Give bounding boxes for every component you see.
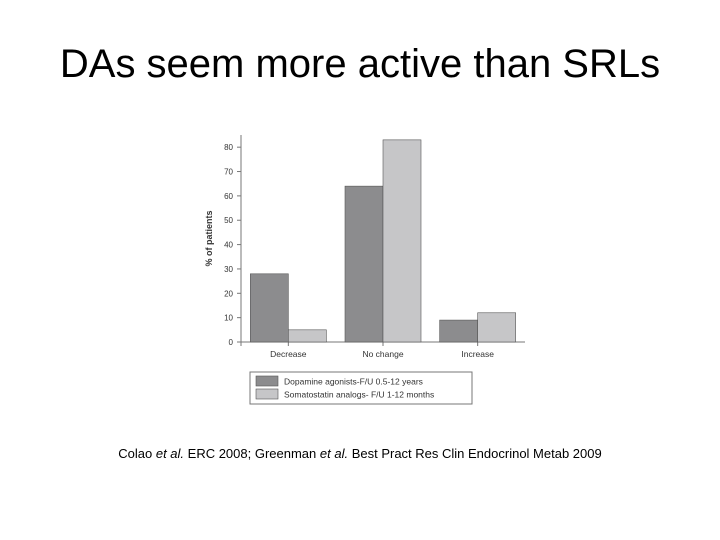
bar-1-1: [382, 139, 422, 343]
y-tick-label: 30: [224, 265, 233, 274]
citation-part-1: Colao: [118, 446, 156, 461]
x-tick-label: Decrease: [270, 349, 307, 359]
citation-et-al-1: et al.: [155, 446, 185, 461]
bar-0-0: [250, 273, 289, 343]
citation: Colao et al. ERC 2008; Greenman et al. B…: [0, 446, 720, 461]
bar-0-2: [439, 319, 478, 343]
legend-label-1: Somatostatin analogs- F/U 1-12 months: [284, 390, 434, 400]
chart-labels: 0 10 20 30 40 50 60 70 80 % of patients Decrease No…: [204, 143, 494, 359]
legend-swatch-0: [255, 375, 279, 387]
citation-part-2: ERC 2008; Greenman: [184, 446, 320, 461]
chart-bars: [250, 139, 516, 343]
bar-chart: 0 10 20 30 40 50 60 70 80 % of patients Decrease No…: [204, 135, 525, 405]
y-tick-label: 80: [224, 143, 233, 152]
y-tick-label: 40: [224, 241, 233, 250]
slide-title: DAs seem more active than SRLs: [59, 42, 661, 86]
y-tick-label: 50: [224, 216, 233, 225]
y-tick-label: 10: [224, 314, 233, 323]
bar-1-2: [477, 312, 516, 343]
legend-swatch-1: [255, 388, 279, 400]
y-tick-label: 0: [229, 338, 234, 347]
legend-label-0: Dopamine agonists-F/U 0.5-12 years: [284, 377, 423, 387]
x-tick-label: No change: [362, 349, 403, 359]
bar-1-0: [288, 329, 327, 343]
y-tick-label: 20: [224, 289, 233, 298]
y-tick-label: 60: [224, 192, 233, 201]
legend-box: [249, 371, 473, 405]
citation-part-3: Best Pract Res Clin Endocrinol Metab 200…: [348, 446, 602, 461]
y-tick-label: 70: [224, 168, 233, 177]
citation-et-al-2: et al.: [319, 446, 349, 461]
chart-legend: Dopamine agonists-F/U 0.5-12 years Somato…: [249, 371, 473, 405]
bar-0-1: [344, 185, 384, 343]
x-tick-label: Increase: [461, 349, 494, 359]
y-axis-label: % of patients: [204, 210, 214, 266]
